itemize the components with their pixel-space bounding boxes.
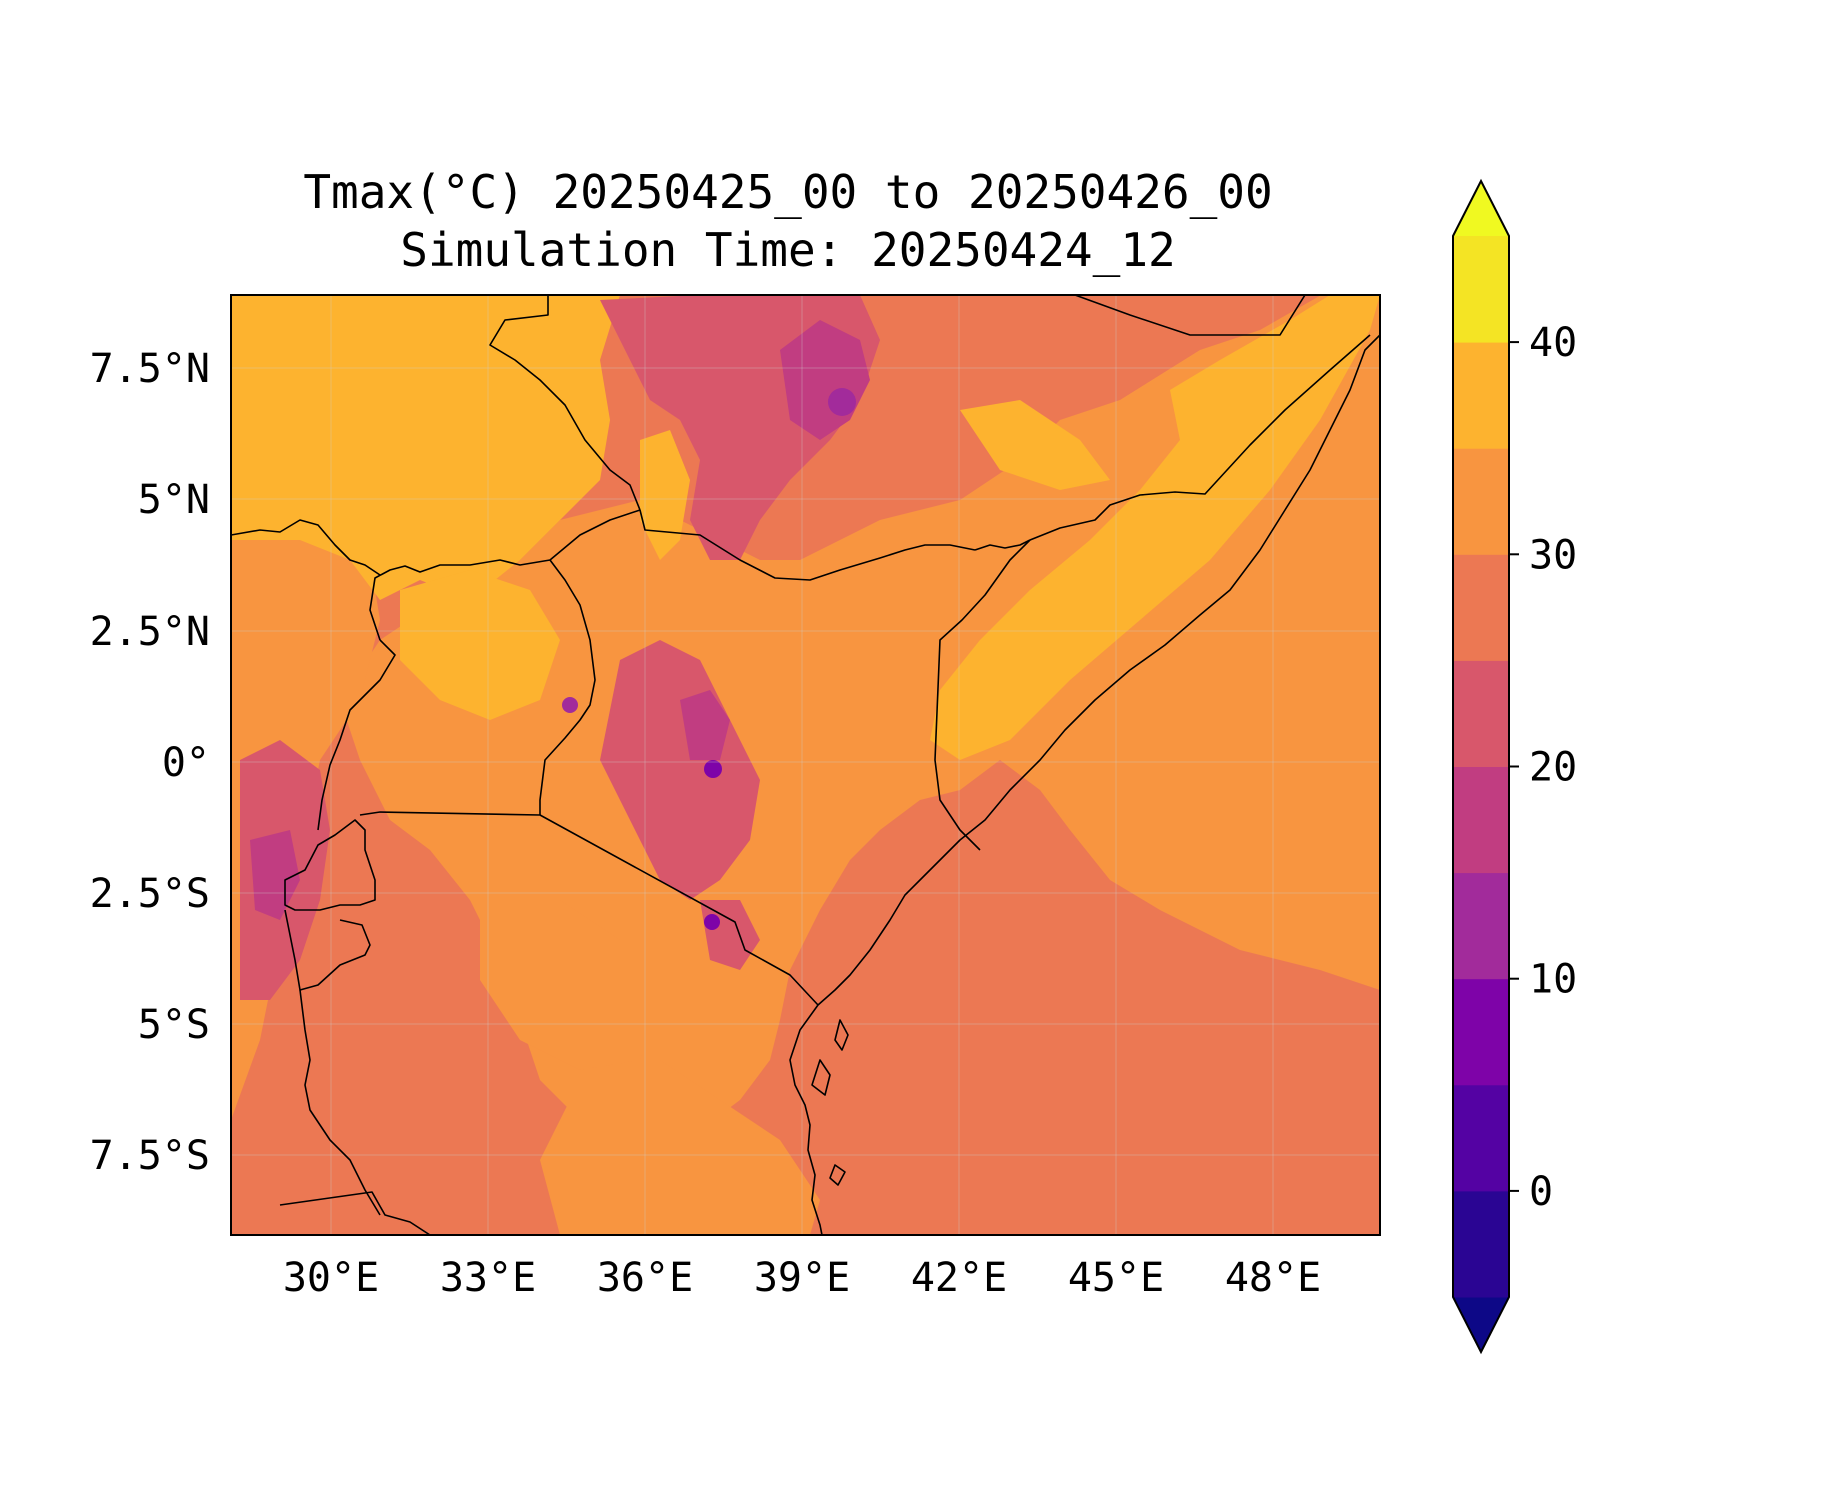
border-uganda-kenya [539,559,596,815]
border-drc-tanzania-lake [299,989,381,1216]
field-5-10-mt-kenya [704,760,722,778]
chart-title-line-1: Tmax(°C) 20250425_00 to 20250426_00 [303,165,1272,219]
border-ethiopia-kenya [974,539,1031,551]
island-zanzibar [811,1059,831,1096]
colorbar-segment [1453,236,1509,343]
border-burundi-tanzania [284,909,371,991]
field-30-35-south [540,1060,820,1235]
border-southsudan-drc-car [231,519,381,576]
border-ethiopia-somaliland [1074,295,1306,336]
y-tick-label: 0° [162,740,210,786]
colorbar-segment [1453,1084,1509,1192]
field-35-40-somalia [930,295,1380,760]
colorbar-segment [1453,660,1509,767]
colorbar: 0 10 20 30 40 [1452,178,1577,1355]
field-10-15-ras-dashen [828,388,856,416]
y-tick-label: 2.5°N [90,609,210,655]
border-tanzania-north [359,811,819,1006]
field-30-35-tanzania [480,900,660,1070]
field-5-10-kilimanjaro [704,914,720,930]
y-tick-label: 2.5°S [90,871,210,917]
colorbar-segment [1453,1190,1509,1298]
country-borders [231,295,1380,1235]
colorbar-extend-high [1453,181,1509,236]
coastline-east-africa [789,334,1380,1235]
y-tick-label: 5°N [138,477,210,523]
field-15-20-rwanda [250,830,300,920]
border-uganda-drc [317,639,396,831]
colorbar-segment [1453,766,1509,874]
colorbar-extend-low [1453,1297,1509,1352]
colorbar-outline [1452,178,1510,1355]
border-southsudan-ethiopia [639,509,976,581]
map-frame [230,294,1381,1236]
island-pemba [834,1019,849,1051]
x-tick-label: 48°E [1225,1255,1321,1301]
field-35-40-sudan [231,295,620,600]
x-tick-label: 39°E [754,1255,850,1301]
temperature-field [231,295,1380,1235]
colorbar-segment [1453,872,1509,980]
island-mafia [829,1164,846,1186]
field-10-15-elgon [562,697,578,713]
border-rwanda-burundi [284,819,376,911]
colorbar-segment [1453,978,1509,1086]
border-southsudan-kenya-uganda [369,509,641,641]
y-tick-label: 7.5°S [90,1133,210,1179]
field-35-40-rift-north [640,430,690,560]
colorbar-tick-label: 20 [1529,745,1577,791]
border-kenya-somalia [934,539,1031,851]
field-35-40-uganda-north [400,570,560,720]
colorbar-tick-label: 10 [1529,957,1577,1003]
x-tick-label: 42°E [911,1255,1007,1301]
colorbar-tick-label: 40 [1529,320,1577,366]
border-tanzania-zambia [279,1191,431,1235]
field-35-40-ogaden [960,400,1110,490]
colorbar-segment [1453,342,1509,449]
x-tick-label: 36°E [597,1255,693,1301]
map-gridlines [231,295,1380,1235]
chart-title-line-2: Simulation Time: 20250424_12 [400,223,1175,277]
border-sudan-southsudan [489,295,641,511]
colorbar-tick-label: 30 [1529,532,1577,578]
colorbar-segment [1453,448,1509,555]
colorbar-tick-label: 0 [1529,1169,1553,1215]
field-15-20-kenya-peak [680,690,730,760]
x-tick-label: 45°E [1068,1255,1164,1301]
colorbar-segment [1453,554,1509,661]
x-tick-label: 33°E [440,1255,536,1301]
y-tick-label: 5°S [138,1002,210,1048]
y-axis: 7.5°N 5°N 2.5°N 0° 2.5°S 5°S 7.5°S [90,346,210,1179]
y-tick-label: 7.5°N [90,346,210,392]
border-ethiopia-somalia [1029,334,1371,541]
x-tick-label: 30°E [283,1255,379,1301]
x-axis: 30°E 33°E 36°E 39°E 42°E 45°E 48°E [283,1255,1321,1301]
